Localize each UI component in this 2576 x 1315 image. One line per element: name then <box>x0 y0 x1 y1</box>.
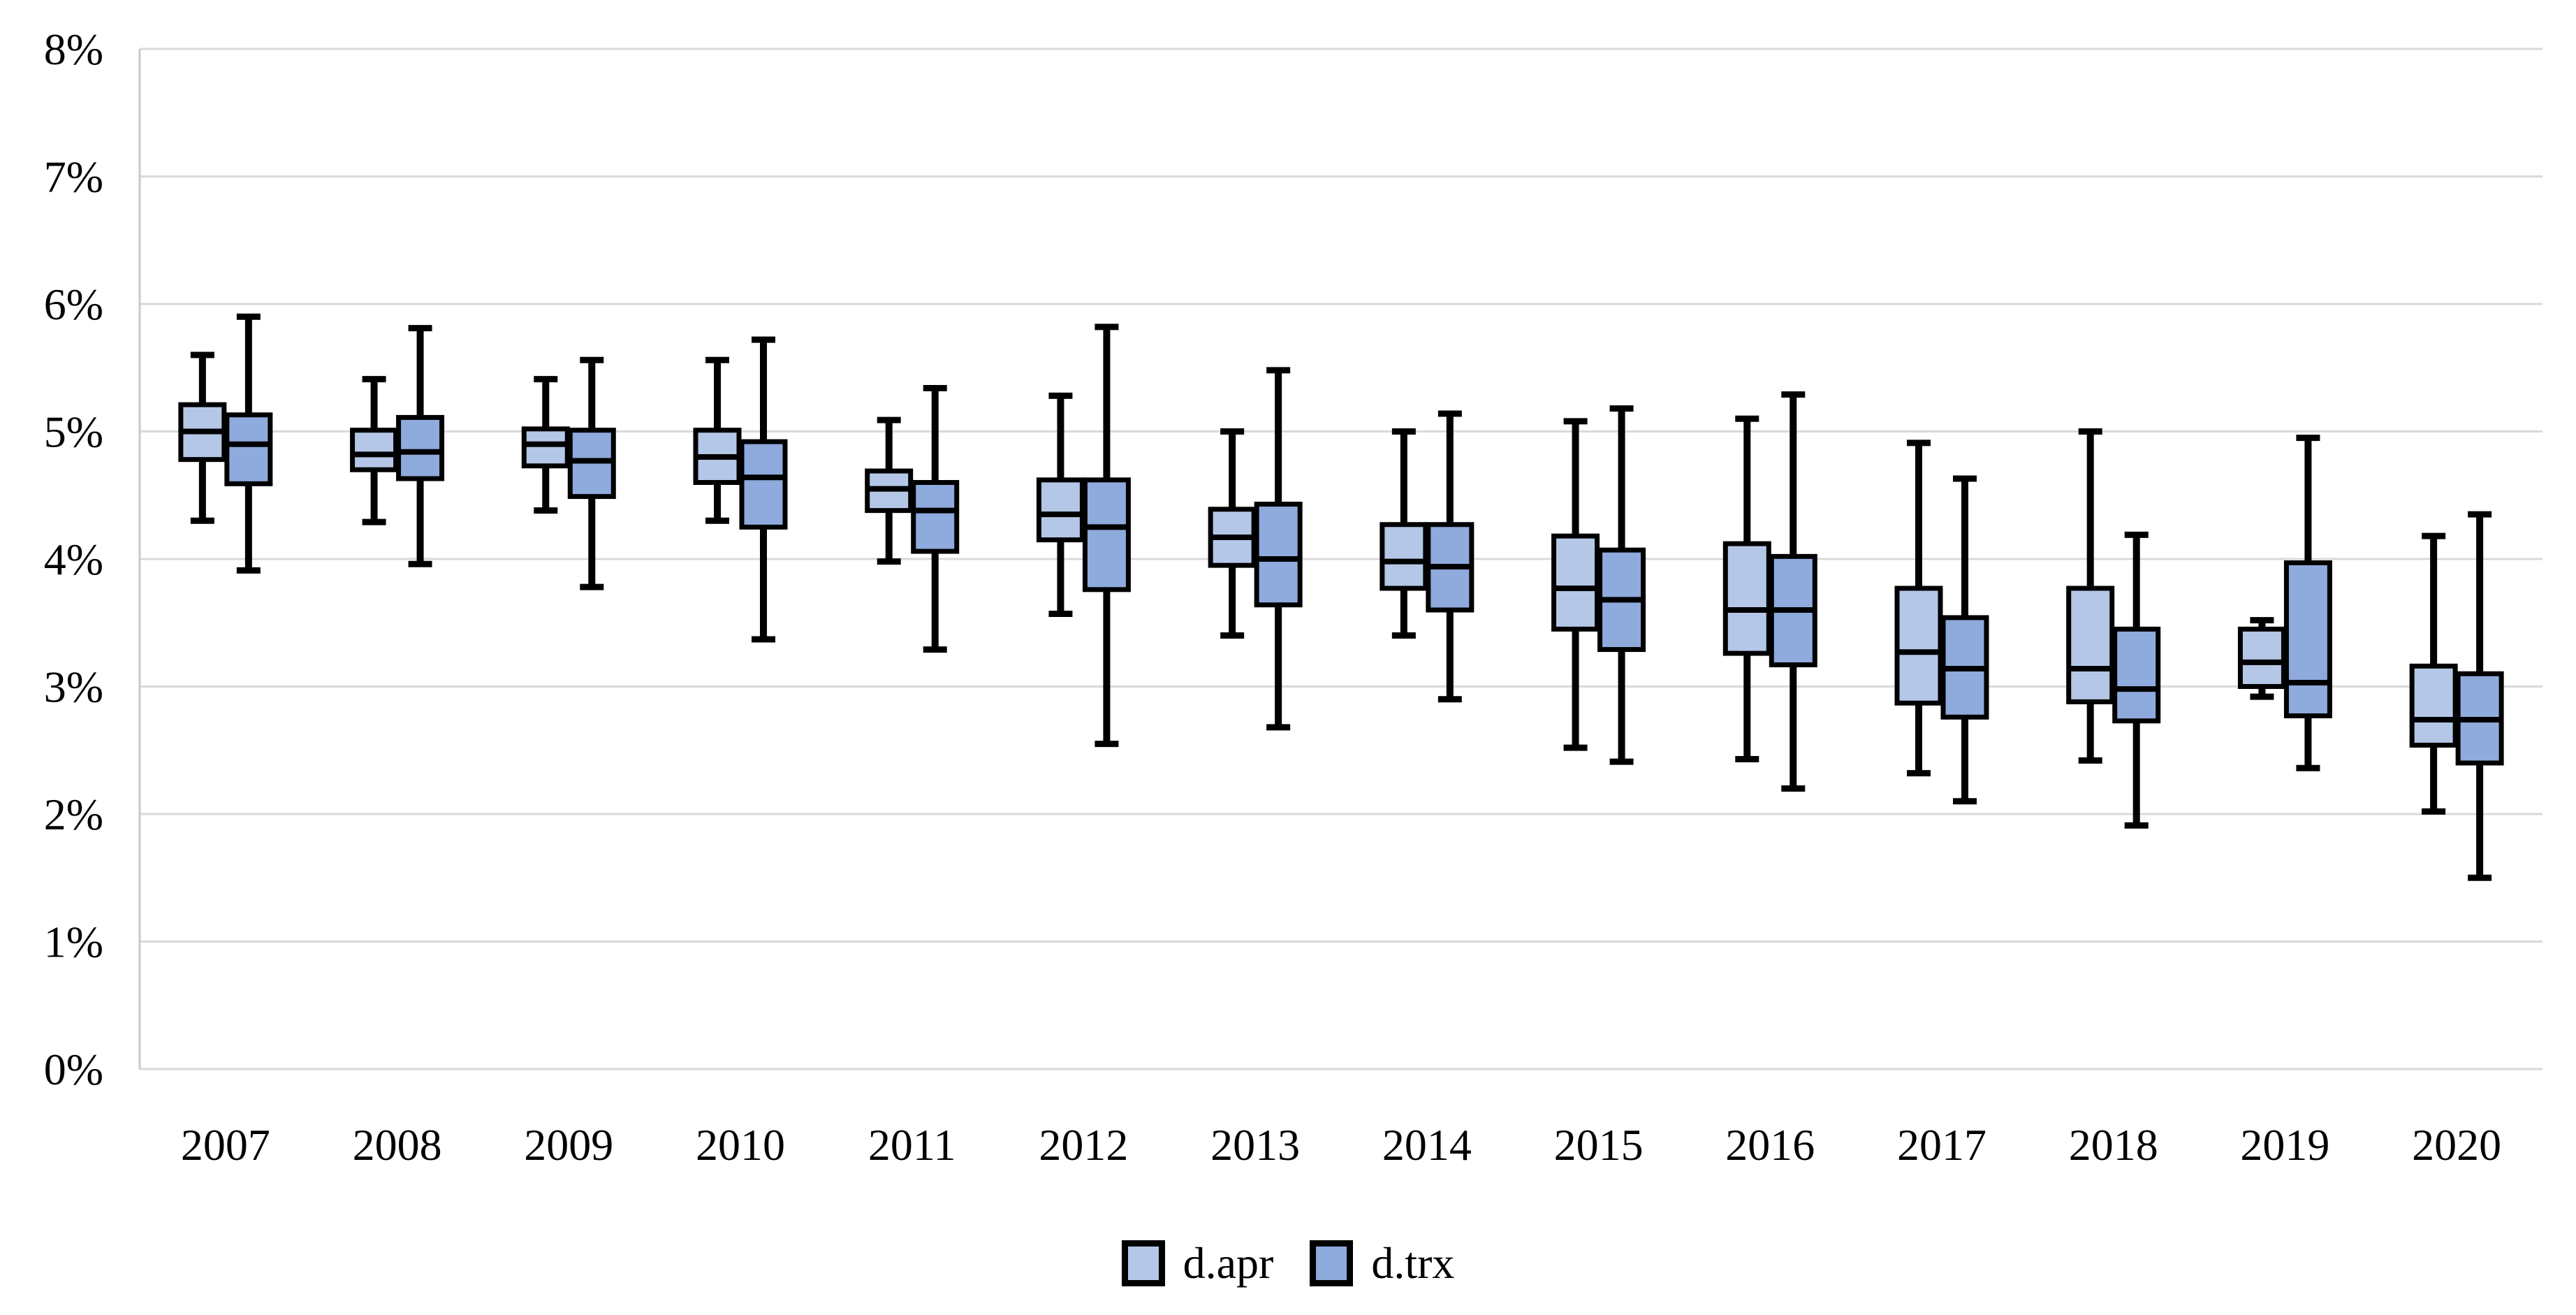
box-d.trx-2010 <box>739 439 788 530</box>
x-tick-label-2008: 2008 <box>353 1120 442 1170</box>
x-tick-label-2011: 2011 <box>868 1120 956 1170</box>
legend-label-dapr: d.apr <box>1183 1238 1274 1288</box>
box-d.apr-2020 <box>2409 663 2458 748</box>
x-tick-label-2009: 2009 <box>524 1120 613 1170</box>
legend-swatch-dapr-icon <box>1121 1240 1165 1286</box>
box-d.apr-2008 <box>350 428 399 472</box>
y-tick-label-3%: 3% <box>44 662 103 712</box>
x-tick-label-2015: 2015 <box>1554 1120 1644 1170</box>
x-tick-label-2019: 2019 <box>2240 1120 2329 1170</box>
y-tick-label-4%: 4% <box>44 535 103 584</box>
box-d.trx-2012 <box>1082 477 1131 593</box>
legend-item-dapr: d.apr <box>1121 1238 1274 1288</box>
box-d.apr-2012 <box>1036 477 1085 543</box>
box-d.apr-2018 <box>2066 586 2115 704</box>
box-d.apr-2014 <box>1380 522 1428 591</box>
x-tick-label-2007: 2007 <box>181 1120 270 1170</box>
y-tick-label-2%: 2% <box>44 790 103 839</box>
x-tick-label-2014: 2014 <box>1382 1120 1472 1170</box>
box-d.apr-2017 <box>1894 586 1943 706</box>
box-d.trx-2018 <box>2112 626 2161 724</box>
box-d.trx-2008 <box>396 414 445 481</box>
box-d.apr-2015 <box>1551 533 1600 632</box>
x-tick-label-2013: 2013 <box>1210 1120 1300 1170</box>
box-d.trx-2019 <box>2283 560 2332 718</box>
box-d.apr-2009 <box>521 426 570 469</box>
box-d.apr-2016 <box>1722 541 1771 656</box>
x-tick-label-2016: 2016 <box>1725 1120 1815 1170</box>
box-d.trx-2011 <box>911 480 960 554</box>
y-tick-label-0%: 0% <box>44 1045 103 1094</box>
legend-item-dtrx: d.trx <box>1310 1240 1454 1286</box>
box-d.trx-2013 <box>1254 502 1303 608</box>
legend: d.apr d.trx <box>0 1221 2576 1305</box>
y-tick-label-6%: 6% <box>44 279 103 329</box>
y-tick-label-1%: 1% <box>44 917 103 967</box>
x-tick-label-2020: 2020 <box>2412 1120 2501 1170</box>
y-tick-label-5%: 5% <box>44 407 103 457</box>
x-tick-label-2018: 2018 <box>2069 1120 2158 1170</box>
y-tick-label-8%: 8% <box>44 24 103 74</box>
box-d.trx-2007 <box>224 412 273 486</box>
box-d.apr-2019 <box>2237 626 2286 689</box>
x-tick-label-2017: 2017 <box>1897 1120 1986 1170</box>
legend-label-dtrx: d.trx <box>1371 1238 1455 1288</box>
x-tick-label-2012: 2012 <box>1039 1120 1128 1170</box>
y-tick-label-7%: 7% <box>44 152 103 202</box>
x-tick-label-2010: 2010 <box>696 1120 785 1170</box>
legend-swatch-dtrx-icon <box>1310 1240 1354 1286</box>
